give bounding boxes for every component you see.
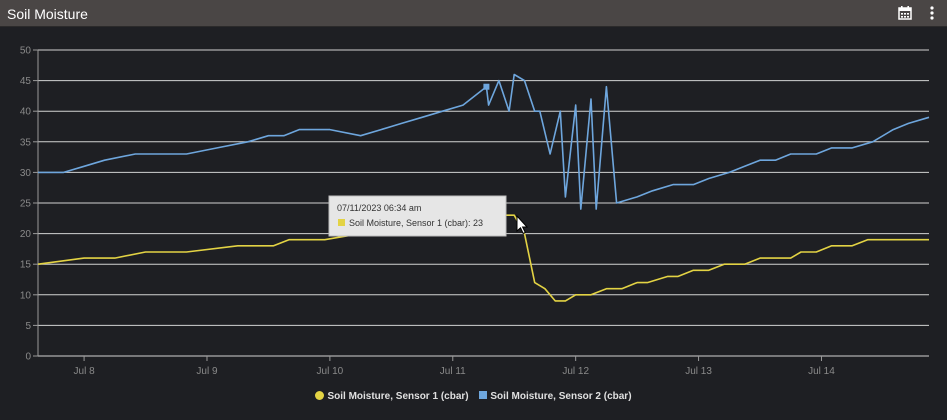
tooltip-box bbox=[328, 195, 507, 237]
y-tick-label: 5 bbox=[25, 321, 31, 332]
y-tick-label: 20 bbox=[20, 229, 32, 240]
y-tick-label: 15 bbox=[20, 260, 32, 271]
x-tick-label: Jul 14 bbox=[808, 366, 835, 377]
series-line-sensor-2 bbox=[38, 73, 930, 210]
y-tick-label: 25 bbox=[20, 199, 32, 210]
tooltip: 07/11/2023 06:34 am Soil Moisture, Senso… bbox=[328, 195, 507, 237]
widget-title: Soil Moisture bbox=[7, 6, 88, 22]
x-axis: Jul 8 Jul 9 Jul 10 Jul 11 Jul 12 Jul 13 Jul 14 bbox=[74, 356, 835, 377]
legend-item-sensor-2[interactable]: Soil Moisture, Sensor 2 (cbar) bbox=[479, 391, 632, 402]
legend-label-sensor-1: Soil Moisture, Sensor 1 (cbar) bbox=[327, 391, 469, 402]
tooltip-date: 07/11/2023 06:34 am bbox=[337, 203, 421, 213]
y-tick-label: 40 bbox=[20, 107, 32, 118]
x-tick-label: Jul 10 bbox=[317, 366, 344, 377]
x-tick-label: Jul 9 bbox=[196, 366, 218, 377]
series-lines bbox=[37, 73, 930, 302]
x-tick-label: Jul 11 bbox=[440, 366, 466, 377]
y-tick-label: 45 bbox=[20, 76, 32, 87]
legend-square-marker bbox=[479, 391, 488, 399]
y-tick-label: 10 bbox=[20, 290, 32, 301]
chart-legend: Soil Moisture, Sensor 1 (cbar) Soil Mois… bbox=[0, 391, 947, 402]
mouse-cursor-icon bbox=[516, 214, 529, 235]
y-tick-label: 30 bbox=[20, 168, 32, 179]
series-line-sensor-1 bbox=[37, 214, 929, 302]
tooltip-series-swatch bbox=[338, 219, 345, 226]
calendar-icon[interactable] bbox=[897, 5, 913, 21]
grid-lines bbox=[38, 49, 929, 357]
soil-moisture-chart: Jul 8 Jul 9 Jul 10 Jul 11 Jul 12 Jul 13 Jul 14… bbox=[20, 46, 930, 377]
x-tick-label: Jul 13 bbox=[685, 366, 712, 377]
y-tick-label: 0 bbox=[25, 352, 31, 363]
y-tick-label: 50 bbox=[20, 46, 32, 57]
kebab-menu-icon[interactable] bbox=[924, 5, 940, 21]
y-tick-label: 35 bbox=[20, 137, 32, 148]
hover-point-sensor-2 bbox=[483, 83, 490, 90]
x-tick-label: Jul 8 bbox=[74, 366, 96, 377]
legend-circle-marker bbox=[315, 391, 325, 400]
tooltip-series-value: Soil Moisture, Sensor 1 (cbar): 23 bbox=[349, 218, 483, 228]
legend-item-sensor-1[interactable]: Soil Moisture, Sensor 1 (cbar) bbox=[315, 391, 469, 402]
widget-header: Soil Moisture bbox=[0, 0, 947, 27]
y-axis: 0 5 10 15 20 25 30 35 40 45 50 bbox=[20, 46, 39, 363]
x-tick-label: Jul 12 bbox=[562, 366, 589, 377]
legend-label-sensor-2: Soil Moisture, Sensor 2 (cbar) bbox=[490, 391, 632, 402]
